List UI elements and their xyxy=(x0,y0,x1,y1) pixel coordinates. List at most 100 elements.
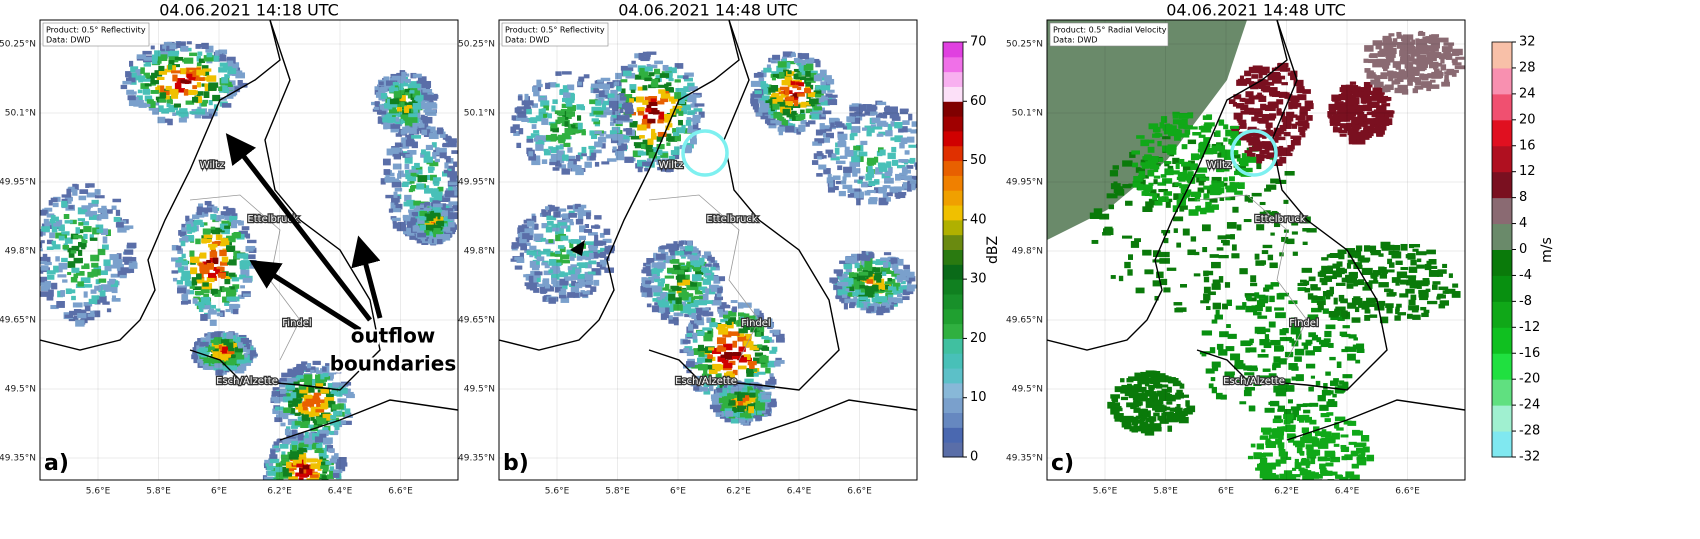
radar-echo xyxy=(338,466,346,472)
radar-echo xyxy=(588,145,596,150)
radar-echo xyxy=(1127,269,1133,276)
radar-echo xyxy=(516,258,525,263)
radar-echo xyxy=(721,359,729,364)
radar-echo xyxy=(534,223,539,230)
radar-echo xyxy=(601,161,610,165)
radar-echo xyxy=(317,459,323,466)
radar-echo xyxy=(687,308,697,315)
radar-echo xyxy=(196,82,202,88)
radar-echo xyxy=(570,274,581,280)
radar-echo xyxy=(316,443,322,449)
radar-echo xyxy=(316,400,321,407)
radar-echo xyxy=(83,263,90,268)
radar-echo xyxy=(529,245,537,251)
radar-echo xyxy=(687,128,692,134)
radar-echo xyxy=(815,60,821,68)
radar-echo xyxy=(176,245,182,251)
radar-echo xyxy=(771,71,781,76)
radar-echo xyxy=(299,473,308,478)
radar-echo xyxy=(327,383,337,390)
radar-echo xyxy=(757,371,766,375)
radar-echo xyxy=(57,274,67,278)
radar-echo xyxy=(864,190,871,196)
radar-echo xyxy=(164,118,170,123)
radar-echo xyxy=(425,224,434,231)
radar-echo xyxy=(652,147,658,154)
radar-echo xyxy=(594,224,599,229)
radar-echo xyxy=(642,114,648,121)
radar-echo xyxy=(646,64,651,68)
radar-echo xyxy=(919,131,927,135)
radar-echo xyxy=(552,127,559,133)
radar-echo xyxy=(202,68,212,72)
radar-echo xyxy=(654,60,663,65)
radar-echo xyxy=(212,227,221,235)
radar-echo xyxy=(275,472,284,478)
radar-echo xyxy=(95,279,101,285)
radar-echo xyxy=(652,157,659,162)
radar-echo xyxy=(842,184,853,190)
radar-echo xyxy=(287,382,294,390)
radar-echo xyxy=(447,212,458,220)
radar-echo xyxy=(189,52,198,57)
radar-echo xyxy=(146,75,155,81)
radar-echo xyxy=(156,76,165,80)
radar-echo xyxy=(402,227,411,235)
radar-echo xyxy=(313,495,317,502)
radar-echo xyxy=(227,208,236,215)
radar-echo xyxy=(702,327,713,331)
radar-echo xyxy=(656,253,666,260)
radar-echo xyxy=(294,506,299,510)
radar-echo xyxy=(857,273,866,280)
radar-echo xyxy=(722,366,732,371)
radar-echo xyxy=(393,91,402,98)
radar-echo xyxy=(710,285,720,292)
radar-echo xyxy=(687,358,695,363)
radar-echo xyxy=(94,299,101,305)
radar-echo xyxy=(560,288,567,293)
radar-echo xyxy=(601,143,606,149)
radar-echo xyxy=(130,66,139,73)
radar-echo xyxy=(799,68,807,75)
radar-echo xyxy=(399,83,404,91)
radar-echo xyxy=(326,474,335,479)
radar-echo xyxy=(557,134,566,142)
radar-echo xyxy=(646,98,657,103)
radar-echo xyxy=(692,122,699,130)
radar-echo xyxy=(404,170,412,174)
radar-echo xyxy=(429,197,436,203)
radar-echo xyxy=(908,144,916,148)
radar-echo xyxy=(534,233,544,239)
radar-echo xyxy=(116,253,122,260)
radar-echo xyxy=(740,387,748,393)
radar-echo xyxy=(596,261,603,268)
radar-echo xyxy=(896,164,906,169)
radar-echo xyxy=(553,267,561,274)
radar-echo xyxy=(693,384,700,391)
radar-echo xyxy=(123,225,134,229)
radar-echo xyxy=(531,124,537,129)
radar-echo xyxy=(723,372,729,378)
radar-echo xyxy=(1134,238,1141,243)
radar-echo xyxy=(437,220,445,227)
radar-echo xyxy=(182,272,191,280)
radar-echo xyxy=(1165,201,1171,208)
radar-echo xyxy=(530,133,540,138)
radar-echo xyxy=(198,306,204,313)
radar-echo xyxy=(804,77,814,81)
radar-echo xyxy=(866,130,872,137)
radar-echo xyxy=(599,83,607,89)
radar-echo xyxy=(313,498,319,503)
radar-echo xyxy=(667,315,673,320)
radar-echo xyxy=(744,383,754,388)
radar-echo xyxy=(730,300,738,304)
radar-echo xyxy=(791,110,797,115)
radar-echo xyxy=(86,192,97,198)
radar-echo xyxy=(337,398,347,403)
radar-echo xyxy=(306,468,313,476)
radar-echo xyxy=(96,228,104,233)
radar-echo xyxy=(171,244,179,251)
radar-echo xyxy=(268,461,274,469)
radar-echo xyxy=(1236,224,1242,231)
radar-echo xyxy=(1121,235,1133,239)
